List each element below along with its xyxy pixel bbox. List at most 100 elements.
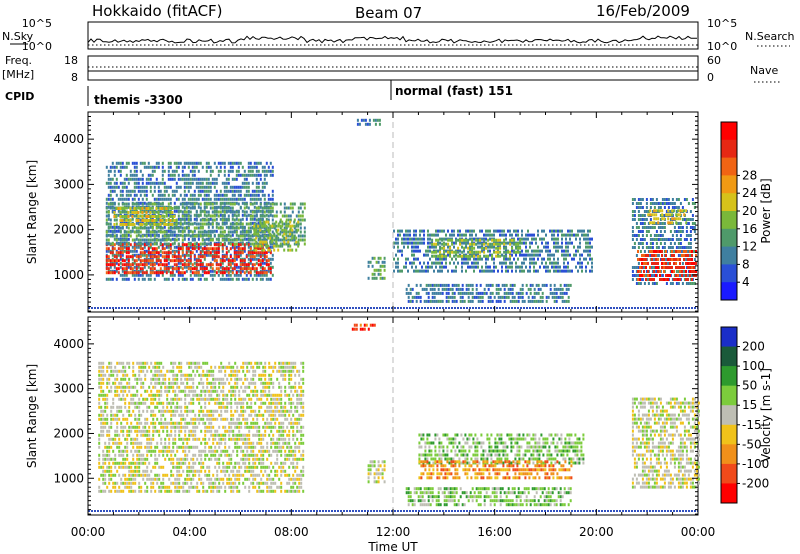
y-tick-label: 2000 [53, 223, 84, 237]
echo-region [105, 243, 272, 275]
echo-region [418, 460, 573, 480]
colorbar-tick-label: -100 [742, 457, 769, 471]
colorbar-swatch [721, 139, 737, 159]
colorbar-swatch [721, 122, 737, 141]
colorbar-swatch [721, 282, 737, 301]
station-title: Hokkaido (fitACF) [92, 2, 223, 20]
colorbar-swatch [721, 483, 737, 504]
colorbar-tick-label: -50 [742, 437, 762, 451]
colorbar-swatch [721, 157, 737, 176]
freq-label: Freq. [5, 54, 32, 67]
echo-region [405, 487, 572, 507]
colorbar-tick-label: 24 [742, 186, 757, 200]
x-tick-label: 12:00 [376, 525, 411, 539]
colorbar-title: Velocity [m s-1] [759, 368, 773, 462]
colorbar-swatch [721, 264, 737, 283]
colorbar-swatch [721, 211, 737, 230]
colorbar-tick-label: 4 [742, 275, 750, 289]
echo-region [631, 397, 700, 489]
nave-label: Nave [750, 64, 778, 77]
colorbar-tick-label: 20 [742, 204, 757, 218]
y-tick-label: 4000 [53, 132, 84, 146]
x-tick-label: 08:00 [274, 525, 309, 539]
y-tick-label: 3000 [53, 382, 84, 396]
colorbar-swatch [721, 175, 737, 194]
freq-unit: [MHz] [2, 68, 34, 81]
echo-cells [98, 323, 700, 507]
colorbar-swatch [721, 366, 737, 387]
colorbar-tick-label: -15 [742, 418, 762, 432]
echo-region [431, 238, 522, 258]
echo-region [647, 209, 688, 225]
echo-region [253, 220, 300, 252]
x-tick-label: 16:00 [477, 525, 512, 539]
echo-region [367, 460, 386, 484]
echo-region [113, 207, 178, 226]
velocity-panel: 1000 2000 3000 4000 Slant Range [km] 200 100 50… [25, 316, 773, 516]
nsearch-tick-bottom: 10^0 [707, 40, 737, 53]
colorbar-swatch [721, 405, 737, 426]
colorbar-tick-label: 8 [742, 257, 750, 271]
nsky-tick-top: 10^5 [22, 17, 52, 30]
colorbar-tick-label: 16 [742, 222, 757, 236]
echo-cells [105, 118, 697, 303]
colorbar-swatch [721, 193, 737, 212]
echo-region [367, 256, 386, 280]
nsky-tick-bottom: 10^0 [22, 40, 52, 53]
colorbar-tick-label: 12 [742, 240, 757, 254]
colorbar-swatch [721, 327, 737, 348]
x-tick-label: 00:00 [681, 525, 716, 539]
colorbar-title: Power [dB] [759, 178, 773, 243]
noise-strip: N.Sky 10^5 10^0 10^5 10^0 N.Search [2, 17, 795, 53]
x-tick-label: 00:00 [71, 525, 106, 539]
y-tick-label: 1000 [53, 268, 84, 282]
colorbar-tick-label: -200 [742, 476, 769, 490]
colorbar-swatch [721, 444, 737, 465]
colorbar-tick-label: 200 [742, 340, 765, 354]
echo-region [356, 118, 381, 126]
y-tick-label: 1000 [53, 471, 84, 485]
nsky-label: N.Sky [2, 30, 34, 43]
x-tick-label: 04:00 [172, 525, 207, 539]
freq-strip: Freq. [MHz] 18 8 60 0 Nave [2, 54, 780, 84]
echo-region [351, 323, 376, 331]
colorbar-swatch [721, 346, 737, 367]
colorbar-swatch [721, 385, 737, 406]
time-axis-labels: 00:00 04:00 08:00 12:00 16:00 20:00 00:00 [71, 525, 716, 539]
y-axis-title: Slant Range [km] [25, 160, 39, 264]
time-axis-title: Time UT [367, 540, 418, 554]
x-tick-label: 20:00 [579, 525, 614, 539]
echo-region [405, 283, 572, 303]
power-panel: 1000 2000 3000 4000 Slant Range [km] 4 8 12 16 20… [25, 111, 773, 313]
colorbar-tick-label: 100 [742, 359, 765, 373]
colorbar-tick-label: 50 [742, 379, 757, 393]
colorbar-tick-label: 15 [742, 398, 757, 412]
nsearch-label: N.Search [745, 30, 795, 43]
echo-region [98, 361, 305, 493]
colorbar-swatch [721, 246, 737, 265]
nave-tick-top: 60 [707, 54, 721, 67]
colorbar-tick-label: 28 [742, 168, 757, 182]
y-tick-label: 4000 [53, 337, 84, 351]
colorbar-swatch [721, 228, 737, 248]
echo-region [637, 250, 697, 281]
y-tick-label: 2000 [53, 426, 84, 440]
freq-tick-bottom: 8 [71, 71, 78, 84]
cpid-label: CPID [5, 90, 34, 103]
beam-title: Beam 07 [355, 4, 422, 22]
cpid-segment-1: themis -3300 [94, 93, 183, 107]
colorbar-swatch [721, 424, 737, 445]
colorbar: 200 100 50 15 -15 -50 -100 -200 Velocity [m s-1] [720, 326, 773, 504]
freq-tick-top: 18 [64, 54, 78, 67]
nsearch-tick-top: 10^5 [707, 17, 737, 30]
nave-tick-bottom: 0 [707, 71, 714, 84]
date-title: 16/Feb/2009 [596, 2, 690, 20]
colorbar-swatch [721, 463, 737, 484]
cpid-segment-2: normal (fast) 151 [395, 84, 513, 98]
cpid-strip: CPID themis -3300 normal (fast) 151 [5, 80, 513, 107]
y-tick-label: 3000 [53, 177, 84, 191]
y-axis-title: Slant Range [km] [25, 364, 39, 468]
nsky-trace [87, 35, 697, 44]
